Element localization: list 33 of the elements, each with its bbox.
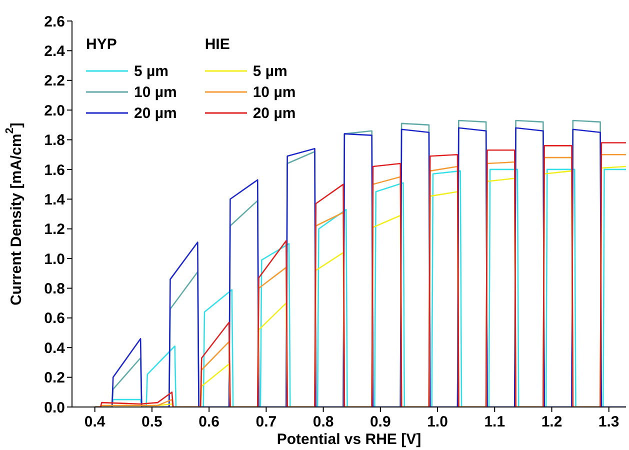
legend-label: 20 µm <box>252 104 296 122</box>
y-tick-label: 1.4 <box>44 191 66 208</box>
legend-label: 20 µm <box>134 104 177 122</box>
y-tick-label: 0.0 <box>44 399 65 416</box>
x-tick-label: 1.2 <box>541 414 562 431</box>
x-tick-label: 0.8 <box>312 414 334 431</box>
x-tick-label: 0.4 <box>84 414 106 431</box>
x-tick-label: 0.9 <box>370 414 391 431</box>
y-tick-label: 2.0 <box>44 102 65 120</box>
x-tick-label: 1.0 <box>427 414 448 431</box>
y-tick-label: 1.0 <box>44 250 65 268</box>
y-tick-label: 2.6 <box>44 13 65 30</box>
x-tick-label: 0.6 <box>198 414 220 431</box>
annotation: HYP <box>86 35 118 55</box>
y-tick-label: 2.2 <box>44 72 65 90</box>
y-tick-label: 0.8 <box>44 280 65 298</box>
y-tick-label: 0.6 <box>44 310 65 328</box>
x-tick-label: 1.1 <box>484 414 506 431</box>
legend-label: 5 µm <box>134 62 168 80</box>
x-axis-title: Potential vs RHE [V] <box>276 431 422 448</box>
annotation: HIE <box>204 35 231 55</box>
y-tick-label: 0.2 <box>44 370 65 387</box>
y-tick-label: 1.6 <box>44 162 65 179</box>
x-tick-label: 0.5 <box>142 414 162 431</box>
legend-label: 5 µm <box>252 62 288 80</box>
y-tick-label: 2.4 <box>44 43 66 60</box>
legend-label: 10 µm <box>134 84 177 100</box>
legend-label: 10 µm <box>252 84 296 100</box>
y-tick-label: 0.4 <box>44 340 66 357</box>
x-tick-label: 1.3 <box>598 414 620 431</box>
x-tick-label: 0.7 <box>256 414 277 431</box>
y-tick-label: 1.2 <box>44 221 65 238</box>
y-tick-label: 1.8 <box>44 132 65 150</box>
